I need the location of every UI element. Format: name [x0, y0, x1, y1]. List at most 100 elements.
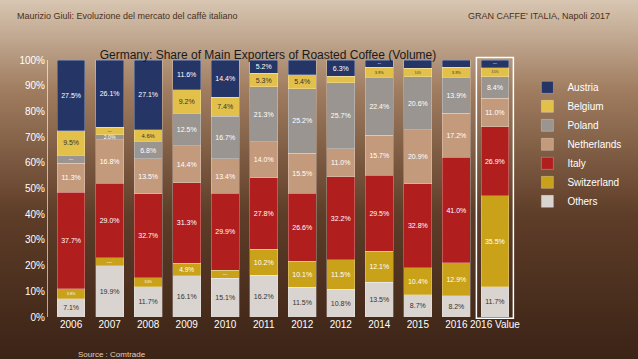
svg-text:29.0%: 29.0%	[100, 217, 120, 224]
svg-text:15.7%: 15.7%	[369, 152, 389, 159]
svg-text:4.9%: 4.9%	[179, 266, 194, 273]
svg-text:12.9%: 12.9%	[446, 276, 466, 283]
svg-text:Belgium: Belgium	[567, 101, 603, 112]
svg-text:11.7%: 11.7%	[138, 298, 157, 305]
svg-text:7.4%: 7.4%	[217, 103, 233, 110]
svg-text:26.9%: 26.9%	[485, 158, 505, 165]
svg-text:16.2%: 16.2%	[254, 293, 274, 300]
svg-text:9.2%: 9.2%	[179, 98, 195, 105]
svg-text:14.4%: 14.4%	[177, 161, 197, 168]
svg-text:17.2%: 17.2%	[446, 132, 466, 139]
svg-text:11.0%: 11.0%	[485, 109, 504, 116]
svg-text:27.8%: 27.8%	[254, 210, 274, 217]
svg-text:16.8%: 16.8%	[100, 158, 120, 165]
svg-text:2011: 2011	[253, 319, 275, 330]
svg-text:2.5%: 2.5%	[340, 79, 342, 80]
svg-text:50%: 50%	[25, 183, 45, 194]
svg-text:27.1%: 27.1%	[138, 91, 158, 98]
svg-text:3.5%: 3.5%	[491, 70, 498, 74]
svg-text:5.3%: 5.3%	[256, 77, 272, 84]
svg-text:Netherlands: Netherlands	[567, 139, 621, 150]
svg-text:3.9%: 3.9%	[452, 70, 462, 75]
svg-text:5.2%: 5.2%	[256, 63, 272, 70]
svg-text:22.4%: 22.4%	[369, 103, 389, 110]
svg-text:2014: 2014	[368, 319, 391, 330]
svg-text:40%: 40%	[25, 209, 45, 220]
svg-text:20%: 20%	[25, 260, 45, 271]
svg-text:5.4%: 5.4%	[294, 78, 310, 85]
svg-text:32.7%: 32.7%	[138, 232, 158, 239]
svg-text:80%: 80%	[25, 106, 45, 117]
svg-text:32.2%: 32.2%	[331, 215, 351, 222]
svg-text:100%: 100%	[19, 55, 45, 66]
svg-text:Source : Comtrade: Source : Comtrade	[78, 350, 146, 359]
svg-text:2012: 2012	[330, 319, 353, 330]
svg-text:11.3%: 11.3%	[61, 174, 80, 181]
svg-text:2007: 2007	[99, 319, 122, 330]
svg-text:8.2%: 8.2%	[448, 303, 464, 310]
svg-text:19.9%: 19.9%	[100, 288, 120, 295]
svg-text:27.5%: 27.5%	[61, 92, 81, 99]
svg-text:41.0%: 41.0%	[446, 207, 466, 214]
svg-text:14.0%: 14.0%	[254, 156, 274, 163]
svg-text:70%: 70%	[25, 132, 45, 143]
svg-text:0%: 0%	[31, 312, 46, 323]
svg-text:16.1%: 16.1%	[177, 293, 197, 300]
svg-text:2.9%: 2.9%	[378, 63, 382, 64]
svg-text:Poland: Poland	[567, 120, 598, 131]
svg-text:37.7%: 37.7%	[61, 237, 81, 244]
svg-text:6.3%: 6.3%	[333, 65, 349, 72]
svg-text:16.7%: 16.7%	[215, 134, 235, 141]
svg-text:11.6%: 11.6%	[177, 71, 196, 78]
svg-text:20.9%: 20.9%	[408, 153, 428, 160]
svg-text:60%: 60%	[25, 157, 45, 168]
svg-text:2015: 2015	[407, 319, 430, 330]
svg-text:21.3%: 21.3%	[254, 111, 274, 118]
svg-text:30%: 30%	[25, 234, 45, 245]
svg-text:32.8%: 32.8%	[408, 222, 428, 229]
svg-text:26.1%: 26.1%	[100, 90, 120, 97]
svg-text:2006: 2006	[60, 319, 83, 330]
svg-text:11.5%: 11.5%	[293, 299, 312, 306]
svg-text:12.1%: 12.1%	[369, 263, 389, 270]
svg-text:GRAN CAFFE' ITALIA, Napoli 201: GRAN CAFFE' ITALIA, Napoli 2017	[468, 11, 610, 21]
svg-text:Maurizio Giuli: Evoluzione del: Maurizio Giuli: Evoluzione del mercato d…	[17, 11, 237, 21]
svg-text:3.9%: 3.9%	[375, 70, 385, 75]
svg-text:8.7%: 8.7%	[410, 302, 426, 309]
svg-text:Germany: Share of Main Exporte: Germany: Share of Main Exporters of Roas…	[100, 48, 437, 62]
svg-text:29.9%: 29.9%	[215, 228, 235, 235]
svg-text:10.4%: 10.4%	[408, 278, 428, 285]
svg-text:26.6%: 26.6%	[292, 224, 312, 231]
svg-text:29.5%: 29.5%	[369, 210, 389, 217]
svg-text:25.7%: 25.7%	[331, 112, 351, 119]
svg-text:3.8%: 3.8%	[67, 292, 76, 296]
svg-text:11.7%: 11.7%	[485, 298, 504, 305]
svg-text:4.6%: 4.6%	[142, 133, 155, 139]
svg-text:10.1%: 10.1%	[292, 271, 312, 278]
svg-text:10.2%: 10.2%	[254, 259, 274, 266]
svg-text:3.1%: 3.1%	[223, 273, 228, 275]
svg-text:10%: 10%	[25, 286, 45, 297]
svg-text:3.6%: 3.6%	[144, 280, 152, 284]
svg-text:11.5%: 11.5%	[331, 271, 350, 278]
svg-text:10.8%: 10.8%	[331, 300, 351, 307]
svg-text:14.4%: 14.4%	[215, 75, 235, 82]
svg-text:Others: Others	[567, 196, 597, 207]
svg-text:25.2%: 25.2%	[292, 117, 312, 124]
svg-text:3.0%: 3.0%	[493, 62, 497, 64]
svg-text:2009: 2009	[176, 319, 199, 330]
svg-text:13.5%: 13.5%	[138, 173, 158, 180]
svg-text:2008: 2008	[137, 319, 160, 330]
svg-text:3.4%: 3.4%	[415, 71, 422, 75]
svg-text:2012: 2012	[291, 319, 314, 330]
svg-text:3.1%: 3.1%	[69, 158, 74, 160]
svg-text:13.4%: 13.4%	[215, 173, 235, 180]
svg-text:12.5%: 12.5%	[177, 126, 197, 133]
svg-text:Italy: Italy	[567, 158, 585, 169]
svg-text:2016 Value: 2016 Value	[470, 319, 520, 330]
svg-text:13.5%: 13.5%	[369, 296, 389, 303]
svg-text:15.1%: 15.1%	[215, 294, 235, 301]
svg-text:90%: 90%	[25, 80, 45, 91]
svg-text:13.9%: 13.9%	[446, 92, 466, 99]
svg-text:31.3%: 31.3%	[177, 219, 197, 226]
